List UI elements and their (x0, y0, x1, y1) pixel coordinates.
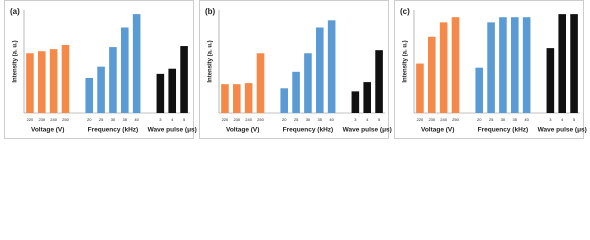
group-label: Voltage (V) (421, 127, 454, 134)
x-tick-label: 4 (561, 117, 564, 122)
x-tick-label: 20 (477, 117, 482, 122)
bar (97, 66, 105, 113)
x-tick-label: 240 (50, 117, 57, 122)
x-tick-label: 25 (489, 117, 494, 122)
bar (304, 53, 312, 113)
bar (546, 48, 555, 113)
x-tick-label: 4 (171, 117, 174, 122)
group-label: Frequency (kHz) (478, 127, 529, 134)
x-tick-label: 40 (134, 117, 139, 122)
bar (499, 17, 507, 113)
bar (280, 88, 289, 113)
x-tick-label: 25 (99, 117, 104, 122)
bar (315, 27, 324, 113)
x-tick-label: 30 (306, 117, 311, 122)
x-tick-label: 4 (366, 117, 369, 122)
bar (510, 17, 519, 113)
x-tick-label: 250 (452, 117, 459, 122)
x-tick-label: 5 (573, 117, 576, 122)
bar (416, 63, 424, 113)
x-tick-label: 3 (549, 117, 552, 122)
bar (570, 14, 578, 113)
bar (109, 47, 117, 113)
bar (85, 77, 94, 113)
bar (244, 83, 253, 113)
x-tick-label: 20 (282, 117, 287, 122)
panel-label: (a) (10, 7, 20, 16)
bar (232, 84, 241, 113)
x-tick-label: 30 (111, 117, 116, 122)
x-tick-label: 220 (417, 117, 424, 122)
panel-frame (394, 0, 584, 139)
x-tick-label: 30 (501, 117, 506, 122)
x-tick-label: 40 (329, 117, 334, 122)
x-tick-label: 40 (524, 117, 529, 122)
y-axis-label: Intensity (a. u.) (13, 40, 19, 82)
x-tick-label: 250 (257, 117, 264, 122)
bar (487, 22, 495, 113)
group-label: Frequency (kHz) (88, 127, 139, 134)
panel-frame (199, 0, 389, 139)
bar (221, 84, 229, 113)
x-tick-label: 220 (222, 117, 229, 122)
bar (256, 53, 265, 113)
group-label: Voltage (V) (31, 127, 64, 134)
bar (61, 45, 70, 113)
bar (156, 73, 165, 113)
panel-label: (b) (205, 7, 216, 16)
bar (49, 49, 58, 113)
bar (292, 71, 300, 113)
bar (168, 68, 177, 113)
x-tick-label: 3 (354, 117, 357, 122)
bar (439, 22, 448, 113)
bar (558, 14, 567, 113)
x-tick-label: 35 (318, 117, 323, 122)
y-axis-label: Intensity (a. u.) (403, 40, 409, 82)
bar (375, 50, 383, 113)
group-label: Wave pulse (μs) (343, 127, 392, 134)
figure: (a) Intensity (a. u.) 220 230 240 250 Voltage … (4, 0, 587, 139)
x-tick-label: 240 (245, 117, 252, 122)
x-tick-label: 5 (183, 117, 186, 122)
x-tick-label: 35 (123, 117, 128, 122)
bar (180, 46, 188, 113)
bar (37, 51, 46, 113)
bar (120, 27, 129, 113)
x-tick-label: 20 (87, 117, 92, 122)
x-tick-label: 5 (378, 117, 381, 122)
x-tick-label: 25 (294, 117, 299, 122)
bar (522, 17, 531, 113)
x-tick-label: 250 (62, 117, 69, 122)
bar (427, 36, 436, 113)
bar (132, 14, 141, 113)
x-tick-label: 35 (513, 117, 518, 122)
x-tick-label: 230 (38, 117, 45, 122)
x-tick-label: 230 (233, 117, 240, 122)
bar (363, 82, 372, 113)
group-label: Frequency (kHz) (283, 127, 334, 134)
group-label: Voltage (V) (226, 127, 259, 134)
x-tick-label: 230 (428, 117, 435, 122)
group-label: Wave pulse (μs) (148, 127, 197, 134)
bar (475, 67, 484, 113)
group-label: Wave pulse (μs) (538, 127, 587, 134)
bar (351, 91, 360, 113)
bar (327, 20, 336, 113)
panel-frame (4, 0, 194, 139)
bar (451, 17, 460, 113)
y-axis-label: Intensity (a. u.) (208, 40, 214, 82)
x-tick-label: 240 (440, 117, 447, 122)
panel-label: (c) (400, 7, 410, 16)
x-tick-label: 220 (27, 117, 34, 122)
bar (26, 53, 34, 113)
x-tick-label: 3 (159, 117, 162, 122)
